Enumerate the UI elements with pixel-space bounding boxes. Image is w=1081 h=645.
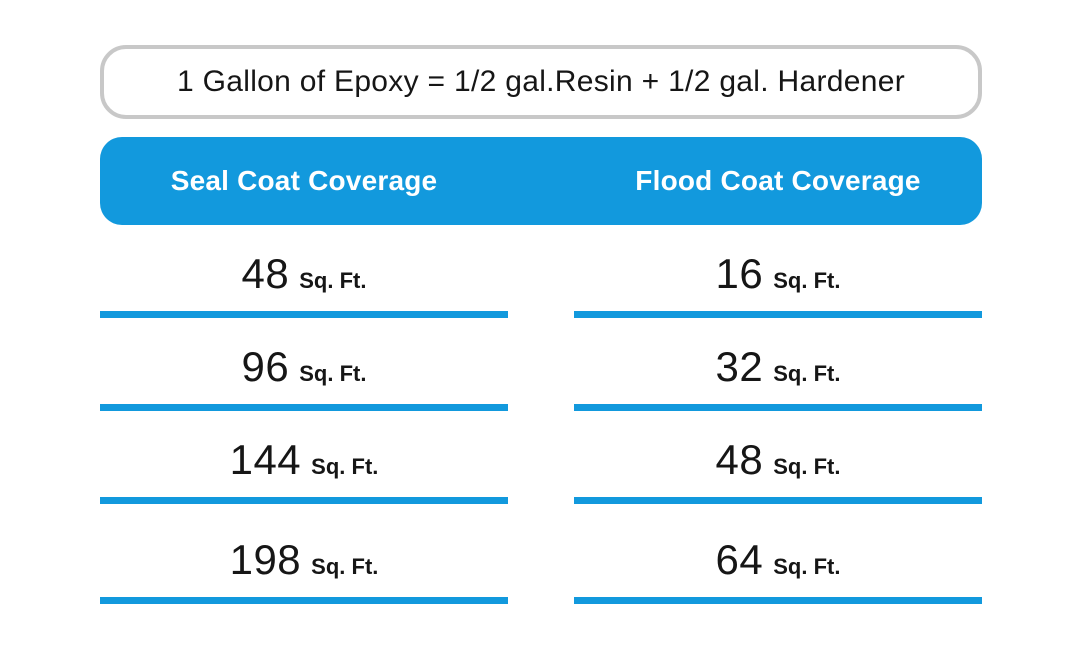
- table-row: 48 Sq. Ft. 16 Sq. Ft.: [100, 225, 982, 318]
- table-row: 198 Sq. Ft. 64 Sq. Ft.: [100, 504, 982, 604]
- row-divider: [574, 404, 982, 411]
- seal-coverage-cell: 198 Sq. Ft.: [100, 504, 508, 604]
- coverage-number: 48: [241, 250, 290, 297]
- coverage-value: 64 Sq. Ft.: [716, 536, 841, 584]
- coverage-number: 198: [229, 536, 302, 583]
- flood-coverage-cell: 16 Sq. Ft.: [574, 225, 982, 318]
- coverage-value: 96 Sq. Ft.: [242, 343, 367, 391]
- flood-coverage-cell: 64 Sq. Ft.: [574, 504, 982, 604]
- coverage-number: 64: [715, 536, 764, 583]
- header-seal-coat-coverage: Seal Coat Coverage: [170, 165, 438, 196]
- table-header-bar: Seal Coat Coverage Flood Coat Coverage: [100, 137, 982, 225]
- coverage-unit: Sq. Ft.: [299, 361, 367, 386]
- coverage-number: 144: [229, 436, 302, 483]
- flood-coverage-cell: 48 Sq. Ft.: [574, 411, 982, 504]
- coverage-number: 96: [241, 343, 290, 390]
- coverage-value: 48 Sq. Ft.: [242, 250, 367, 298]
- row-divider: [574, 497, 982, 504]
- row-divider: [100, 497, 508, 504]
- table-row: 96 Sq. Ft. 32 Sq. Ft.: [100, 318, 982, 411]
- row-divider: [100, 311, 508, 318]
- epoxy-formula-banner: 1 Gallon of Epoxy = 1/2 gal.Resin + 1/2 …: [100, 45, 982, 119]
- seal-coverage-cell: 144 Sq. Ft.: [100, 411, 508, 504]
- content-area: 1 Gallon of Epoxy = 1/2 gal.Resin + 1/2 …: [100, 45, 982, 604]
- row-divider: [100, 597, 508, 604]
- coverage-value: 32 Sq. Ft.: [716, 343, 841, 391]
- epoxy-formula-text: 1 Gallon of Epoxy = 1/2 gal.Resin + 1/2 …: [176, 65, 905, 98]
- seal-coverage-cell: 48 Sq. Ft.: [100, 225, 508, 318]
- coverage-unit: Sq. Ft.: [773, 361, 841, 386]
- flood-coverage-cell: 32 Sq. Ft.: [574, 318, 982, 411]
- coverage-number: 32: [715, 343, 764, 390]
- coverage-unit: Sq. Ft.: [311, 454, 379, 479]
- row-divider: [574, 311, 982, 318]
- coverage-unit: Sq. Ft.: [773, 554, 841, 579]
- row-divider: [100, 404, 508, 411]
- coverage-unit: Sq. Ft.: [299, 268, 367, 293]
- table-row: 144 Sq. Ft. 48 Sq. Ft.: [100, 411, 982, 504]
- coverage-value: 48 Sq. Ft.: [716, 436, 841, 484]
- seal-coverage-cell: 96 Sq. Ft.: [100, 318, 508, 411]
- coverage-value: 16 Sq. Ft.: [716, 250, 841, 298]
- coverage-number: 16: [715, 250, 764, 297]
- header-flood-coat-coverage: Flood Coat Coverage: [635, 165, 921, 196]
- coverage-value: 144 Sq. Ft.: [230, 436, 379, 484]
- coverage-unit: Sq. Ft.: [311, 554, 379, 579]
- coverage-unit: Sq. Ft.: [773, 268, 841, 293]
- coverage-unit: Sq. Ft.: [773, 454, 841, 479]
- row-divider: [574, 597, 982, 604]
- coverage-value: 198 Sq. Ft.: [230, 536, 379, 584]
- coverage-number: 48: [715, 436, 764, 483]
